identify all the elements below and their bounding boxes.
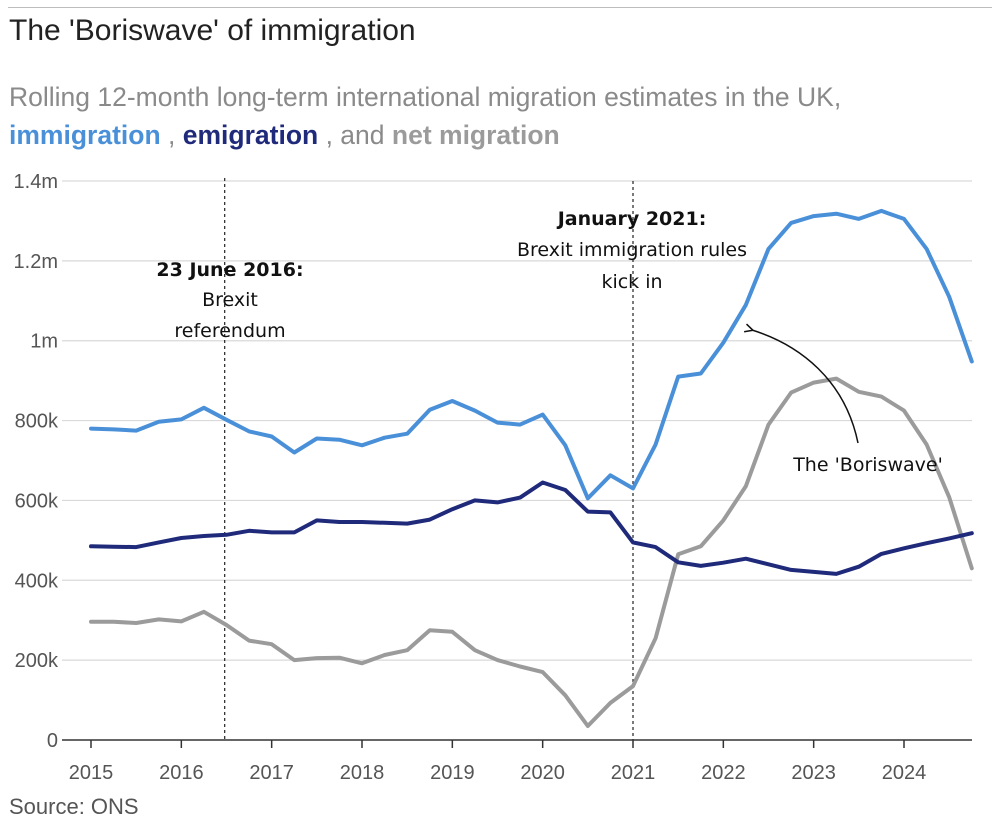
boriswave-arrow bbox=[752, 330, 859, 444]
x-tick-label: 2024 bbox=[882, 762, 927, 784]
x-tick-label: 2019 bbox=[430, 762, 475, 784]
series-line-immigration bbox=[89, 208, 974, 501]
x-tick-label: 2015 bbox=[69, 762, 114, 784]
subtitle-sep1: , bbox=[160, 120, 183, 150]
top-rule bbox=[8, 7, 992, 8]
subtitle-lead: Rolling 12-month long-term international… bbox=[9, 82, 842, 112]
axis-layer: 0 200k 400k 600k 800k 1m 1.2m 1.4m 2015 2016 2017 2… bbox=[14, 171, 972, 784]
series-line-emigration bbox=[89, 480, 974, 576]
legend-immigration: immigration bbox=[9, 120, 161, 150]
legend-net-migration: net migration bbox=[391, 120, 560, 150]
referendum-label-line1: Brexit bbox=[202, 289, 258, 311]
y-tick-label: 1.2m bbox=[14, 251, 58, 273]
chart-subtitle: Rolling 12-month long-term international… bbox=[9, 78, 994, 154]
x-tick-label: 2022 bbox=[701, 762, 746, 784]
referendum-label-line2: referendum bbox=[174, 320, 285, 342]
x-tick-label: 2023 bbox=[791, 762, 836, 784]
legend-emigration: emigration bbox=[182, 120, 319, 150]
subtitle-sep2: , and bbox=[318, 120, 392, 150]
annotation-lines bbox=[224, 178, 634, 740]
x-tick-label: 2018 bbox=[340, 762, 385, 784]
series-layer bbox=[89, 208, 974, 728]
brexit-rules-label-line1: Brexit immigration rules bbox=[517, 239, 747, 261]
y-tick-label: 1m bbox=[30, 331, 58, 353]
grid-layer bbox=[62, 180, 972, 661]
brexit-rules-date-label: January 2021: bbox=[556, 208, 707, 230]
brexit-rules-label-line2: kick in bbox=[601, 271, 662, 293]
y-tick-label: 600k bbox=[15, 490, 59, 512]
source-note: Source: ONS bbox=[9, 794, 139, 819]
y-tick-label: 200k bbox=[15, 650, 59, 672]
x-tick-label: 2020 bbox=[520, 762, 565, 784]
boriswave-label: The 'Boriswave' bbox=[792, 454, 943, 476]
y-tick-label: 1.4m bbox=[14, 171, 58, 193]
chart-title: The 'Boriswave' of immigration bbox=[9, 14, 416, 47]
y-tick-label: 800k bbox=[15, 411, 59, 433]
referendum-date-label: 23 June 2016: bbox=[156, 259, 303, 281]
series-line-net-migration bbox=[89, 376, 974, 728]
x-tick-label: 2016 bbox=[159, 762, 204, 784]
x-tick-label: 2017 bbox=[249, 762, 294, 784]
y-tick-label: 0 bbox=[47, 730, 58, 752]
x-tick-label: 2021 bbox=[611, 762, 656, 784]
y-tick-label: 400k bbox=[15, 570, 59, 592]
